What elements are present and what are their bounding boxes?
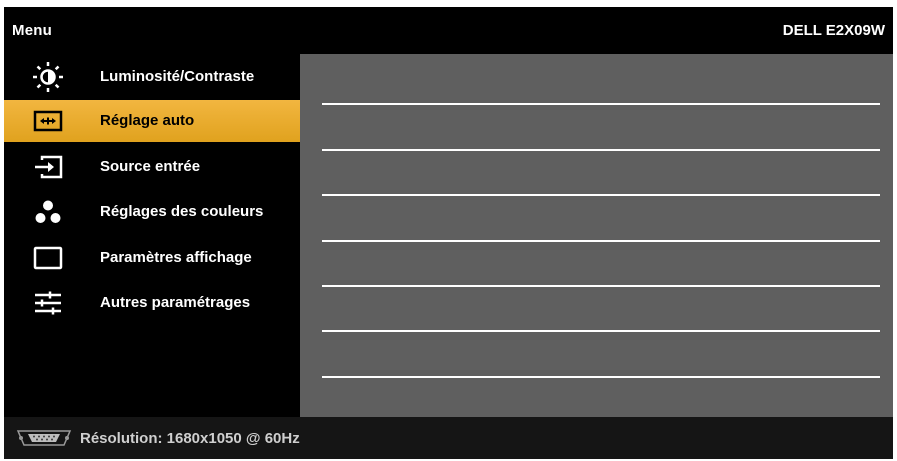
row-divider bbox=[322, 103, 880, 105]
monitor-osd: Menu DELL E2X09W Luminosité/Contraste bbox=[4, 7, 893, 459]
row-divider bbox=[322, 149, 880, 151]
menu-label-other-settings: Autres paramétrages bbox=[100, 294, 251, 311]
osd-menu-list: Luminosité/Contraste Réglage auto Source… bbox=[4, 54, 300, 417]
menu-label-input-source: Source entrée bbox=[100, 158, 201, 175]
menu-item-input-source[interactable]: Source entrée bbox=[4, 146, 300, 188]
menu-item-brightness-contrast[interactable]: Luminosité/Contraste bbox=[4, 56, 300, 98]
resolution-readout: Résolution: 1680x1050 @ 60Hz bbox=[80, 430, 300, 447]
color-dots-icon bbox=[35, 200, 61, 223]
menu-item-auto-adjust[interactable]: Réglage auto bbox=[4, 100, 300, 142]
menu-item-other-settings[interactable]: Autres paramétrages bbox=[4, 282, 300, 324]
sliders-icon bbox=[35, 291, 61, 315]
auto-adjust-icon bbox=[33, 110, 63, 132]
display-rectangle-icon bbox=[33, 246, 63, 270]
menu-item-color-settings[interactable]: Réglages des couleurs bbox=[4, 191, 300, 233]
menu-title: Menu bbox=[12, 22, 52, 39]
monitor-model: DELL E2X09W bbox=[782, 22, 885, 39]
osd-header: Menu DELL E2X09W bbox=[4, 7, 893, 54]
menu-label-brightness-contrast: Luminosité/Contraste bbox=[100, 68, 255, 85]
menu-label-auto-adjust: Réglage auto bbox=[100, 112, 195, 129]
row-divider bbox=[322, 376, 880, 378]
row-divider bbox=[322, 330, 880, 332]
row-divider bbox=[322, 240, 880, 242]
menu-item-display-settings[interactable]: Paramètres affichage bbox=[4, 237, 300, 279]
input-source-icon bbox=[35, 155, 63, 179]
menu-label-color-settings: Réglages des couleurs bbox=[100, 203, 264, 220]
row-divider bbox=[322, 285, 880, 287]
submenu-panel bbox=[300, 54, 893, 417]
vga-connector-icon bbox=[16, 430, 72, 446]
row-divider bbox=[322, 194, 880, 196]
status-bar: Résolution: 1680x1050 @ 60Hz bbox=[4, 417, 893, 459]
menu-label-display-settings: Paramètres affichage bbox=[100, 249, 252, 266]
brightness-icon bbox=[33, 62, 63, 92]
